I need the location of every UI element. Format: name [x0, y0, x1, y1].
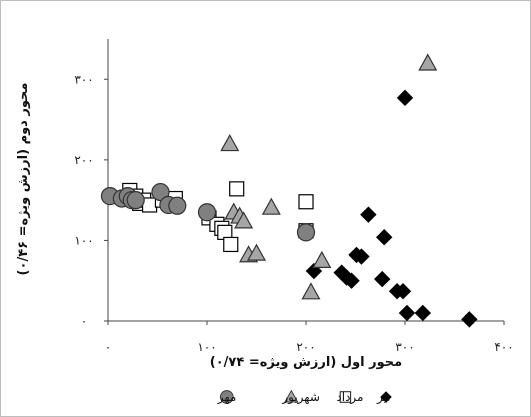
circle-point — [296, 223, 316, 242]
diamond-point — [376, 228, 393, 246]
diamond-point — [343, 272, 360, 289]
y-tick-label: ۲۰۰ — [74, 153, 93, 167]
x-tick-label: ۲۰۰ — [296, 340, 315, 354]
triangle-point — [220, 134, 240, 152]
legend-marker-triangle — [284, 389, 299, 403]
diamond-point — [414, 304, 432, 322]
legend-label: شهریور — [281, 390, 320, 405]
legend-label: مهر — [217, 390, 237, 405]
circle-point — [168, 196, 187, 215]
x-tick-label: ۱۰۰ — [197, 340, 216, 354]
square-point — [223, 236, 239, 253]
legend-marker-circle — [219, 390, 234, 404]
x-tick-label: ۰ — [105, 340, 111, 354]
circle-point — [126, 191, 145, 210]
x-tick-label: ۴۰۰ — [494, 340, 513, 354]
triangle-point — [261, 197, 281, 215]
diamond-point — [394, 282, 412, 300]
x-tick-label: ۳۰۰ — [395, 340, 414, 354]
triangle-point — [301, 282, 321, 300]
diamond-point — [374, 270, 391, 288]
triangle-point — [246, 243, 267, 261]
diamond-point — [360, 206, 377, 223]
diamond-point — [396, 89, 414, 107]
legend-label: تیر — [376, 390, 391, 405]
square-point — [229, 181, 245, 197]
legend-marker-square — [339, 391, 352, 403]
y-axis-title: محور دوم (ارزش ویژه= ۰/۴۶) — [16, 83, 31, 276]
diamond-point — [353, 248, 370, 265]
y-tick-label: ۱۰۰ — [74, 233, 93, 247]
x-axis-title: محور اول (ارزش ویژه= ۰/۷۴) — [210, 355, 402, 370]
legend-marker-diamond — [380, 391, 392, 403]
axes: ۰ ۱۰۰ ۲۰۰ ۳۰۰ ۴۰۰ ۰ ۱۰۰ ۲۰۰ ۳۰۰ — [74, 39, 514, 354]
circle-point — [197, 203, 217, 222]
data-points — [100, 53, 478, 328]
triangle-point — [418, 53, 438, 71]
diamond-point — [461, 311, 478, 328]
diamond-point — [398, 304, 416, 322]
y-tick-label: ۰ — [81, 314, 87, 328]
y-tick-label: ۳۰۰ — [74, 72, 93, 86]
legend-label: مرداد — [336, 390, 363, 405]
square-point — [298, 194, 314, 210]
triangle-point — [312, 250, 332, 268]
triangle-point — [234, 211, 254, 229]
legend: تیر مرداد شهریور مهر — [217, 389, 392, 405]
